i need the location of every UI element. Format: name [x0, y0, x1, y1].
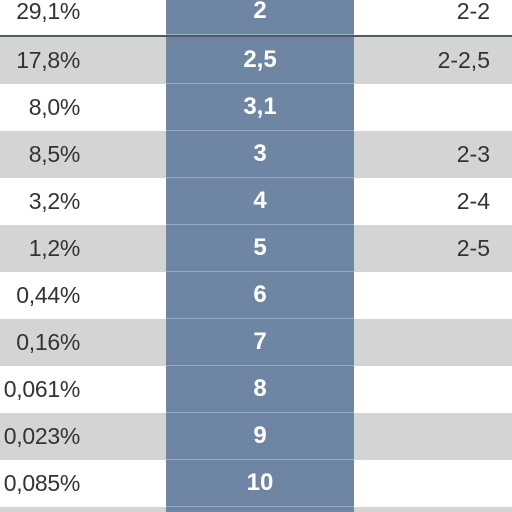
- range-cell: [354, 84, 512, 131]
- range-cell: [354, 319, 512, 366]
- table-row: 0,023% 9: [0, 413, 512, 460]
- percent-cell: 8,0%: [28, 94, 81, 120]
- table-row: 17,8% 2,5 2-2,5: [0, 37, 512, 84]
- range-cell: 2-5: [456, 235, 490, 261]
- range-cell: 2-4: [456, 188, 490, 214]
- percent-cell: 1,2%: [28, 235, 81, 261]
- range-cell: 2-3: [456, 141, 490, 167]
- value-cell: 2,5: [166, 37, 354, 84]
- range-cell: 2-2,5: [437, 47, 490, 73]
- range-cell: [354, 460, 512, 507]
- value-cell: 3: [166, 131, 354, 178]
- value-cell-partial: [166, 507, 354, 512]
- table-row: 8,5% 3 2-3: [0, 131, 512, 178]
- table-row-partial: [0, 507, 512, 512]
- table-row: 1,2% 5 2-5: [0, 225, 512, 272]
- percent-cell: 17,8%: [16, 47, 80, 73]
- percent-cell: 0,023%: [3, 423, 81, 449]
- table-row: 0,16% 7: [0, 319, 512, 366]
- percent-cell: 0,085%: [3, 470, 81, 496]
- range-cell: [354, 366, 512, 413]
- percent-cell: 8,5%: [28, 141, 81, 167]
- table-row: 3,2% 4 2-4: [0, 178, 512, 225]
- percent-cell: 3,2%: [28, 188, 81, 214]
- table-row: 8,0% 3,1: [0, 84, 512, 131]
- value-cell: 4: [166, 178, 354, 225]
- value-cell: 5: [166, 225, 354, 272]
- value-cell: 10: [166, 460, 354, 507]
- table-row: 29,1% 2 2-2: [0, 0, 512, 35]
- table-row: 0,44% 6: [0, 272, 512, 319]
- value-cell: 2: [166, 0, 354, 35]
- value-cell: 8: [166, 366, 354, 413]
- value-cell: 3,1: [166, 84, 354, 131]
- table-row: 0,061% 8: [0, 366, 512, 413]
- percent-cell: 0,16%: [16, 329, 80, 355]
- percent-cell: 29,1%: [16, 0, 80, 24]
- range-cell: [354, 272, 512, 319]
- table-row: 0,085% 10: [0, 460, 512, 507]
- value-cell: 9: [166, 413, 354, 460]
- percent-cell: 0,44%: [16, 282, 80, 308]
- row-divider: [0, 35, 512, 37]
- range-cell: 2-2: [456, 0, 490, 24]
- value-cell: 7: [166, 319, 354, 366]
- percent-cell: 0,061%: [3, 376, 81, 402]
- range-cell: [354, 413, 512, 460]
- value-cell: 6: [166, 272, 354, 319]
